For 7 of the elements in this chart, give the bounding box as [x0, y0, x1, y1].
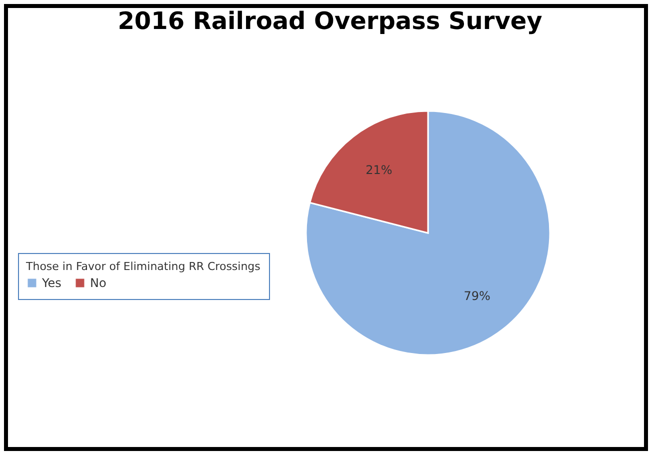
- legend-label: No: [90, 276, 106, 290]
- chart-title: 2016 Railroad Overpass Survey: [118, 7, 543, 35]
- legend-title: Those in Favor of Eliminating RR Crossings: [25, 260, 261, 273]
- data-label: 21%: [366, 162, 392, 177]
- pie-slice: [305, 110, 551, 356]
- legend-label: Yes: [41, 276, 62, 290]
- data-label: 79%: [464, 289, 490, 304]
